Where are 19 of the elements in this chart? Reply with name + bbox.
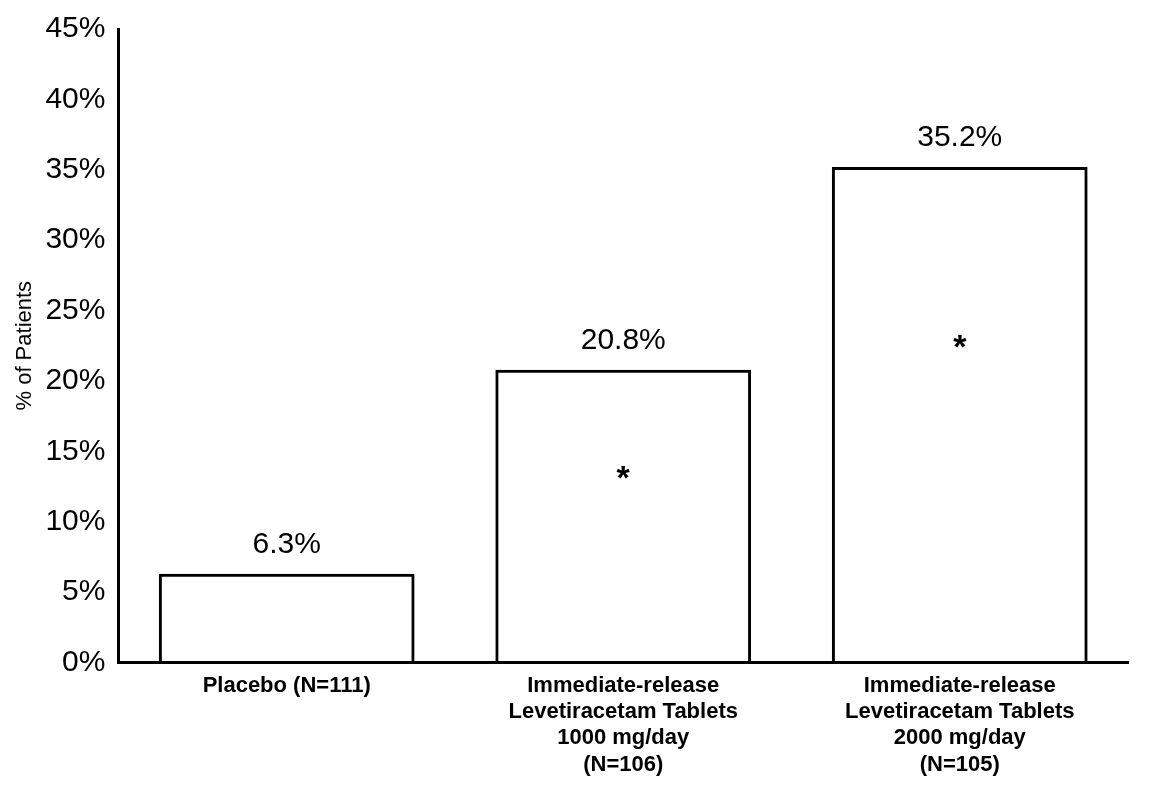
y-tick-label: 10% [45, 502, 106, 536]
y-tick-label: 30% [45, 221, 106, 255]
y-tick-label: 35% [45, 151, 106, 185]
annotation: * [616, 458, 631, 497]
data-label: 35.2% [917, 119, 1003, 153]
x-tick-label: Immediate-release Levetiracetam Tablets 2000 mg/day (N=105) [845, 671, 1075, 776]
x-tick-label: Placebo (N=111) [202, 671, 371, 697]
y-axis-title: % of Patients [11, 280, 37, 411]
y-tick-label: 15% [45, 432, 106, 466]
y-tick-label: 5% [62, 573, 106, 607]
data-label: 6.3% [252, 525, 321, 559]
y-tick-label: 45% [45, 10, 106, 44]
x-tick-label: Immediate-release Levetiracetam Tablets 1000 mg/day (N=106) [508, 671, 738, 776]
y-tick-label: 40% [45, 80, 106, 114]
data-label: 20.8% [580, 321, 666, 355]
y-tick-label: 0% [62, 643, 106, 677]
y-tick-label: 20% [45, 362, 106, 396]
annotation: * [953, 326, 968, 365]
y-tick-label: 25% [45, 291, 106, 325]
